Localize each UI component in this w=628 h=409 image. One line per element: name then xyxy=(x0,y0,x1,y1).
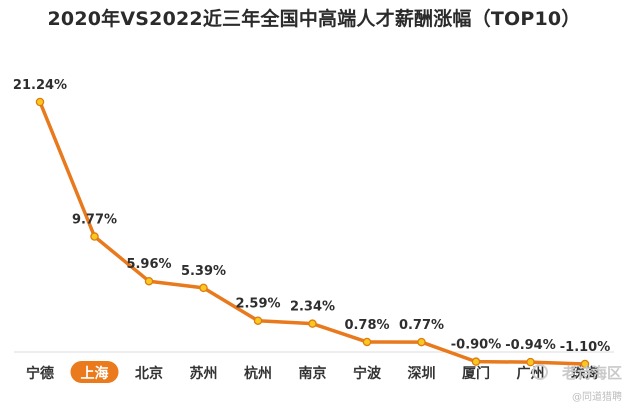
data-label: -0.90% xyxy=(451,338,502,353)
category-label: 北京 xyxy=(135,365,163,382)
data-point xyxy=(253,316,263,325)
category-label: 南京 xyxy=(299,365,327,382)
watermark-main: 老诗海区 xyxy=(561,364,622,382)
data-label: 21.24% xyxy=(13,78,67,93)
data-label: 5.39% xyxy=(181,264,226,279)
category-label: 上海 xyxy=(81,365,109,382)
category-label: 宁波 xyxy=(353,365,382,382)
data-point xyxy=(90,232,99,241)
watermark-sub: @同道猎聘 xyxy=(572,392,622,403)
data-point xyxy=(308,319,317,328)
data-label: 0.77% xyxy=(399,318,444,333)
data-label: 9.77% xyxy=(72,213,117,228)
data-point xyxy=(144,276,154,286)
watermark: 老诗海区 @同道猎聘 xyxy=(528,358,628,406)
category-label: 杭州 xyxy=(244,365,272,382)
chart-title: 2020年VS2022近三年全国中高端人才薪酬涨幅（TOP10） xyxy=(47,8,581,30)
data-point xyxy=(199,283,208,293)
data-label: -0.94% xyxy=(505,338,556,353)
data-label: -1.10% xyxy=(560,340,611,355)
watermark-logo-icon xyxy=(532,364,548,380)
data-label: 5.96% xyxy=(126,257,171,272)
data-point xyxy=(362,337,372,347)
data-label: 0.78% xyxy=(344,318,389,333)
category-label: 苏州 xyxy=(190,365,218,382)
data-point xyxy=(417,337,426,347)
data-point xyxy=(471,357,481,366)
data-label: 2.59% xyxy=(235,297,280,312)
category-label: 珠海 xyxy=(571,365,599,382)
category-label: 深圳 xyxy=(408,365,436,382)
data-point xyxy=(526,357,535,367)
category-label: 厦门 xyxy=(462,365,490,382)
data-point xyxy=(35,97,45,107)
category-label: 宁德 xyxy=(26,365,54,382)
data-point xyxy=(580,359,590,369)
data-label: 2.34% xyxy=(290,300,335,315)
highlight-pill xyxy=(70,361,119,383)
